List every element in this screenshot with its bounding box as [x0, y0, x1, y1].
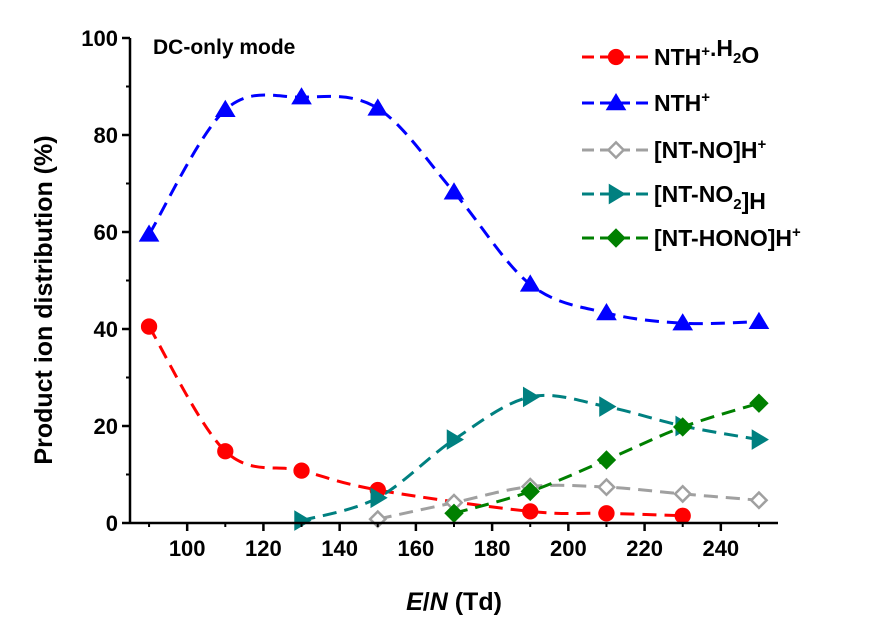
data-point [140, 318, 158, 335]
series-line-1 [147, 93, 759, 326]
legend-label: [NT-NO]H+ [654, 136, 766, 163]
x-axis-label-e: E [406, 588, 424, 616]
legend-marker [606, 140, 626, 160]
x-tick-label: 220 [626, 536, 663, 561]
legend-label-part: + [701, 43, 710, 60]
y-tick-label: 0 [106, 511, 118, 536]
legend-marker [607, 48, 625, 66]
x-axis-label-sep: / [423, 588, 430, 616]
x-axis-label: E/N (Td) [406, 588, 502, 616]
data-point [214, 99, 236, 118]
x-axis-label-unit: (Td) [448, 588, 502, 616]
x-tick-label: 100 [169, 536, 206, 561]
y-tick-label: 100 [81, 26, 118, 51]
legend-label: [NT-HONO]H+ [654, 224, 801, 251]
data-point [446, 429, 464, 450]
axes [122, 36, 778, 531]
data-point [519, 274, 541, 292]
y-tick-label: 40 [94, 317, 118, 342]
x-tick-label: 160 [398, 536, 435, 561]
legend-label-part: [NT-NO]H [654, 137, 757, 163]
legend-label: [NT-NO2]H [654, 181, 766, 214]
legend-marker [605, 93, 627, 111]
data-point [522, 386, 541, 408]
legend-label-part: NTH [654, 90, 701, 116]
data-point [597, 477, 616, 497]
legend-label-part: [NT-HONO]H [654, 225, 792, 251]
data-point [672, 313, 694, 331]
y-tick-label: 80 [94, 123, 118, 148]
data-point [596, 303, 617, 321]
data-point [444, 503, 464, 524]
legend-label-part: 2 [733, 50, 741, 67]
legend-marker [608, 183, 626, 205]
series-line-3 [301, 393, 760, 523]
data-point [294, 510, 312, 531]
legend-marker [606, 228, 626, 248]
legend-label-part: [NT-NO [654, 181, 733, 207]
data-point [749, 490, 769, 510]
data-point [751, 429, 769, 450]
y-axis-label: Product ion distribution (%) [30, 135, 58, 464]
legend-label-part: + [757, 136, 766, 153]
legend-label: NTH+.H2O [654, 35, 759, 70]
legend-label-part: + [701, 89, 710, 106]
series-markers [138, 87, 770, 531]
x-tick-label: 140 [321, 536, 358, 561]
data-point [443, 182, 465, 200]
chart-annotation: DC-only mode [153, 36, 295, 59]
data-point [598, 505, 615, 522]
tick-labels: 0 20 40 60 80 100 100 120 140 160 180 200 220 240 [81, 26, 739, 561]
data-point [748, 311, 770, 329]
x-axis-label-n: N [430, 588, 449, 616]
x-tick-label: 180 [474, 536, 511, 561]
data-point [596, 450, 617, 470]
legend-label-part: ]H [742, 188, 766, 214]
data-point [522, 503, 539, 520]
data-point [520, 481, 540, 502]
legend-label-part: + [792, 224, 801, 241]
legend-label: NTH+ [654, 89, 710, 116]
y-tick-label: 60 [94, 220, 118, 245]
legend-label-part: NTH [654, 44, 701, 70]
legend-label-part: .H [710, 35, 733, 61]
data-point [749, 393, 769, 413]
data-point [673, 484, 693, 504]
legend-label-part: 2 [733, 196, 741, 213]
legend-label-part: O [741, 42, 759, 68]
data-point [370, 487, 388, 509]
y-tick-label: 20 [94, 414, 118, 439]
data-point [217, 443, 234, 460]
data-point [672, 417, 693, 437]
data-point [293, 462, 310, 479]
x-tick-label: 120 [245, 536, 282, 561]
data-point [367, 98, 389, 116]
x-tick-label: 200 [550, 536, 587, 561]
data-point [674, 507, 691, 524]
data-point [291, 87, 312, 105]
data-point [599, 396, 617, 417]
data-point [138, 224, 160, 242]
x-tick-label: 240 [702, 536, 739, 561]
